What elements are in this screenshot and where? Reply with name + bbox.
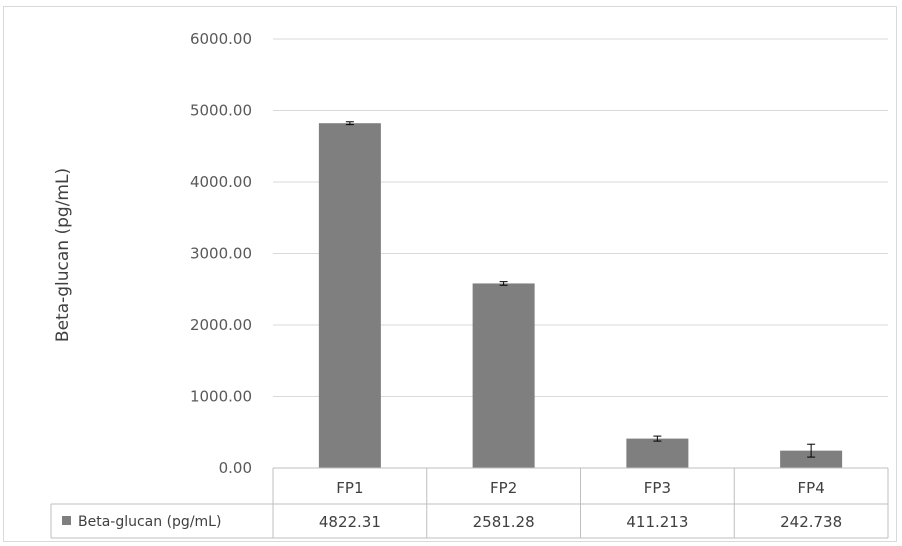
bar-fp1 (318, 123, 381, 468)
bars (318, 123, 843, 468)
error-bar (653, 435, 662, 442)
data-value-label: 2581.28 (473, 513, 535, 531)
bar-fp2 (472, 283, 535, 468)
error-bars (345, 121, 816, 458)
y-tick-label: 0.00 (219, 459, 252, 477)
error-bar (345, 121, 354, 126)
chart-frame (3, 6, 897, 542)
y-axis-ticks: 0.00 1000.00 2000.00 3000.00 4000.00 5000.00 6… (190, 30, 252, 477)
y-tick-label: 5000.00 (190, 102, 252, 120)
y-tick-label: 6000.00 (190, 30, 252, 48)
data-value-label: 411.213 (626, 513, 688, 531)
data-value-label: 242.738 (780, 513, 842, 531)
y-tick-label: 2000.00 (190, 316, 252, 334)
data-value-label: 4822.31 (319, 513, 381, 531)
data-table: FP1 FP2 FP3 FP4 Beta-glucan (pg/mL) 4822.31 25… (50, 467, 889, 539)
y-axis-label: Beta-glucan (pg/mL) (53, 168, 73, 342)
legend-key (62, 516, 71, 525)
category-label: FP1 (336, 479, 363, 497)
y-tick-label: 3000.00 (190, 245, 252, 263)
bar-fp4 (780, 450, 843, 468)
category-label: FP3 (644, 479, 671, 497)
bar-fp3 (626, 438, 689, 468)
y-tick-label: 4000.00 (190, 173, 252, 191)
y-tick-label: 1000.00 (190, 388, 252, 406)
error-bar (807, 443, 816, 458)
category-label: FP4 (798, 479, 825, 497)
category-label: FP2 (490, 479, 517, 497)
error-bar (499, 281, 508, 286)
legend-series-name: Beta-glucan (pg/mL) (78, 514, 221, 530)
